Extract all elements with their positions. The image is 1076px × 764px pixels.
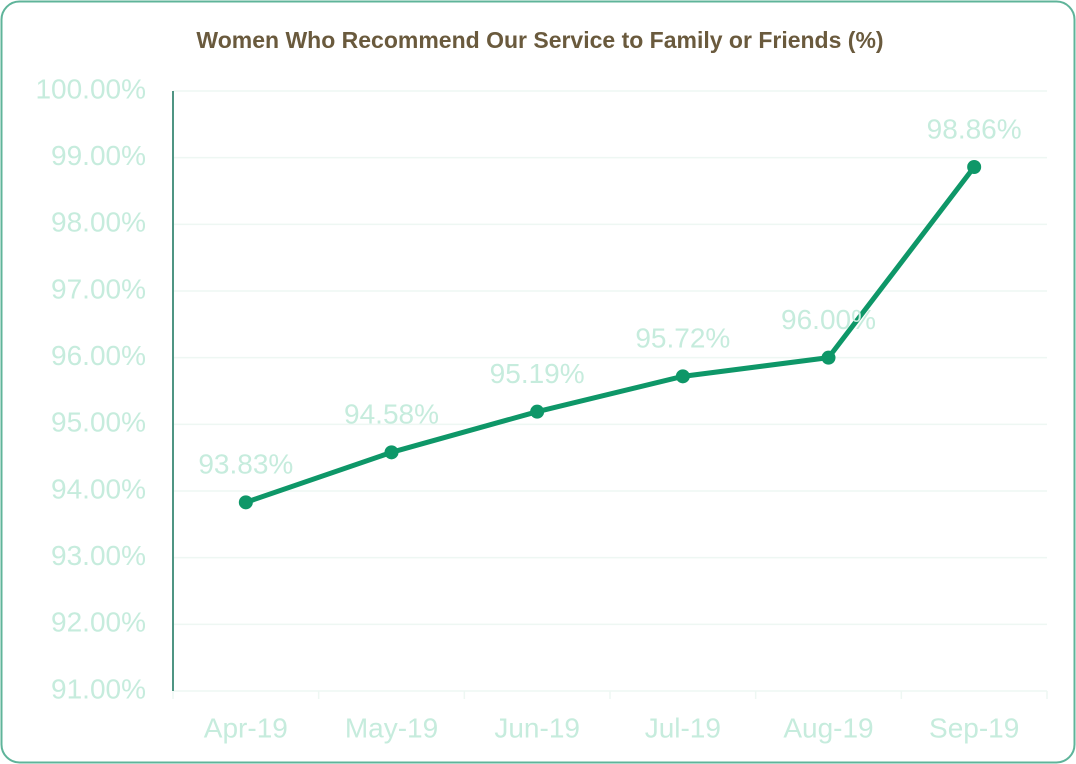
- y-tick-label: 98.00%: [51, 207, 146, 238]
- y-tick-label: 93.00%: [51, 540, 146, 571]
- y-tick-label: 96.00%: [51, 340, 146, 371]
- y-tick-label: 95.00%: [51, 407, 146, 438]
- data-label: 93.83%: [198, 449, 293, 480]
- y-tick-label: 100.00%: [35, 73, 146, 104]
- x-tick-label: Sep-19: [929, 712, 1019, 743]
- data-label: 98.86%: [927, 113, 1022, 144]
- y-tick-label: 92.00%: [51, 607, 146, 638]
- data-label: 95.19%: [490, 358, 585, 389]
- x-tick-label: May-19: [345, 712, 438, 743]
- data-label: 94.58%: [344, 399, 439, 430]
- y-tick-label: 94.00%: [51, 473, 146, 504]
- point: [821, 350, 836, 365]
- y-tick-label: 97.00%: [51, 273, 146, 304]
- data-label: 96.00%: [781, 304, 876, 335]
- x-tick-label: Jun-19: [494, 712, 580, 743]
- point: [967, 160, 982, 174]
- x-tick-label: Apr-19: [204, 712, 288, 743]
- data-label: 95.72%: [635, 323, 730, 354]
- point: [238, 495, 253, 510]
- point: [384, 445, 399, 460]
- x-tick-label: Aug-19: [783, 712, 873, 743]
- y-tick-label: 91.00%: [51, 673, 146, 704]
- y-tick-label: 99.00%: [51, 140, 146, 171]
- line: [245, 165, 977, 505]
- x-tick-label: Jul-19: [645, 712, 721, 743]
- chart-title: Women Who Recommend Our Service to Famil…: [196, 27, 883, 53]
- point: [675, 369, 690, 384]
- point: [530, 404, 545, 419]
